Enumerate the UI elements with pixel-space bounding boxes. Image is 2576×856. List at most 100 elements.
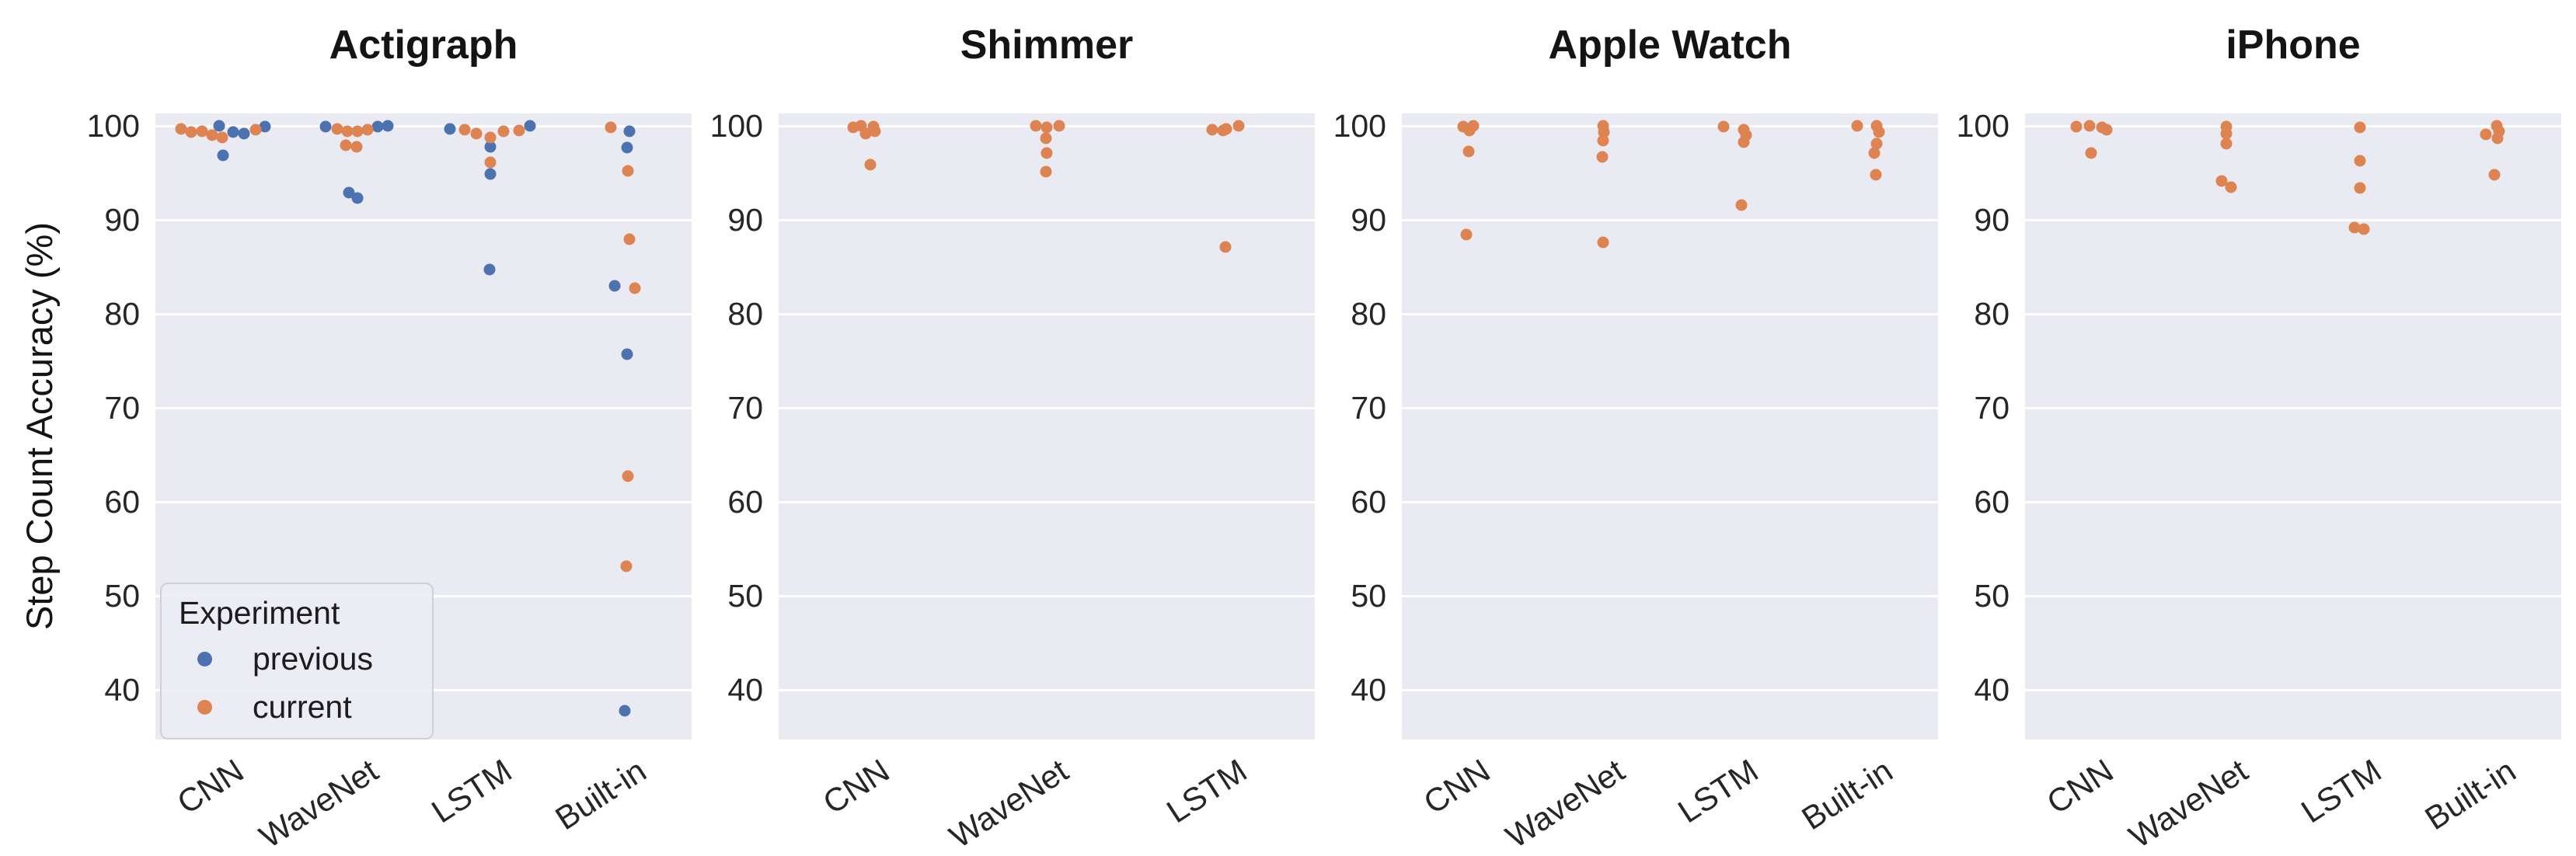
- legend-row-previous: previous: [179, 635, 420, 683]
- data-point-current: [2354, 182, 2366, 194]
- data-point-current: [605, 121, 617, 134]
- gridline-70: [779, 406, 1315, 409]
- y-tick-label-80: 80: [727, 296, 763, 332]
- y-tick-label-60: 60: [1974, 484, 2010, 520]
- data-point-current: [1040, 132, 1052, 144]
- x-tick-label-lstm: LSTM: [1671, 752, 1765, 830]
- data-point-current: [859, 127, 872, 140]
- data-point-current: [2491, 132, 2504, 144]
- data-point-current: [1040, 165, 1052, 178]
- x-tick-label-built-in: Built-in: [1795, 752, 1899, 837]
- data-point-current: [513, 124, 525, 137]
- gridline-40: [2025, 688, 2561, 691]
- gridline-100: [1402, 124, 1938, 127]
- y-tick-label-100: 100: [1956, 108, 2010, 144]
- data-point-previous: [484, 168, 497, 180]
- plot-area-shimmer: [779, 113, 1315, 739]
- data-point-current: [351, 125, 364, 137]
- gridline-100: [2025, 124, 2561, 127]
- data-point-current: [2358, 223, 2370, 235]
- data-point-current: [629, 282, 640, 294]
- gridline-50: [2025, 594, 2561, 597]
- data-point-previous: [621, 141, 633, 154]
- data-point-current: [622, 165, 634, 177]
- data-point-current: [341, 125, 354, 137]
- y-axis-label-text: Step Count Accuracy (%): [18, 222, 60, 631]
- data-point-current: [2354, 155, 2366, 167]
- data-point-previous: [213, 120, 225, 132]
- legend-label-current: current: [253, 688, 352, 725]
- gridline-40: [1402, 688, 1938, 691]
- gridline-70: [1402, 406, 1938, 409]
- data-point-current: [1868, 147, 1881, 159]
- y-tick-label-90: 90: [104, 202, 140, 238]
- y-tick-label-40: 40: [1974, 672, 2010, 708]
- y-tick-label-70: 70: [727, 390, 763, 426]
- current-marker-icon: [197, 699, 212, 715]
- legend-row-current: current: [179, 683, 420, 731]
- data-point-current: [2220, 127, 2233, 140]
- data-point-current: [1738, 136, 1750, 148]
- y-tick-label-70: 70: [1974, 390, 2010, 426]
- gridline-80: [2025, 312, 2561, 315]
- x-tick-label-wavenet: WaveNet: [943, 752, 1075, 855]
- data-point-previous: [483, 263, 496, 276]
- data-point-previous: [524, 120, 536, 132]
- x-tick-label-lstm: LSTM: [1160, 752, 1253, 830]
- data-point-current: [484, 156, 497, 169]
- y-tick-label-90: 90: [1974, 202, 2010, 238]
- data-point-previous: [351, 192, 364, 204]
- data-point-previous: [343, 186, 355, 199]
- data-point-current: [361, 124, 374, 136]
- gridline-70: [2025, 406, 2561, 409]
- gridline-60: [155, 500, 692, 503]
- panel-title-apple-watch: Apple Watch: [1548, 23, 1792, 68]
- data-point-current: [2083, 120, 2096, 132]
- y-tick-label-40: 40: [104, 672, 140, 708]
- y-tick-label-50: 50: [1351, 578, 1386, 614]
- data-point-previous: [238, 127, 249, 140]
- plot-area-iphone: [2025, 113, 2561, 739]
- data-point-current: [1217, 124, 1229, 137]
- data-point-previous: [619, 705, 631, 717]
- data-point-previous: [371, 120, 384, 133]
- x-tick-label-built-in: Built-in: [2418, 752, 2522, 837]
- y-tick-label-100: 100: [86, 108, 140, 144]
- plot-area-apple-watch: [1402, 113, 1938, 739]
- y-tick-label-90: 90: [1351, 202, 1386, 238]
- data-point-current: [1870, 137, 1883, 150]
- x-tick-label-wavenet: WaveNet: [2122, 752, 2254, 855]
- gridline-90: [779, 218, 1315, 221]
- data-point-current: [1462, 145, 1475, 158]
- gridline-100: [155, 124, 692, 127]
- y-tick-label-100: 100: [1333, 108, 1386, 144]
- data-point-current: [869, 125, 881, 137]
- x-tick-label-lstm: LSTM: [425, 752, 518, 830]
- data-point-current: [1206, 124, 1218, 136]
- x-tick-label-built-in: Built-in: [549, 752, 653, 837]
- x-tick-label-lstm: LSTM: [2295, 752, 2388, 830]
- data-point-current: [2085, 147, 2097, 159]
- y-tick-label-50: 50: [104, 578, 140, 614]
- data-point-current: [2488, 169, 2501, 181]
- data-point-current: [622, 470, 634, 482]
- legend-title: Experiment: [179, 595, 340, 631]
- gridline-80: [155, 312, 692, 315]
- y-tick-label-60: 60: [727, 484, 763, 520]
- data-point-current: [206, 129, 218, 141]
- data-point-current: [2100, 124, 2113, 136]
- y-tick-label-50: 50: [727, 578, 763, 614]
- data-point-current: [497, 125, 510, 137]
- data-point-current: [2070, 120, 2083, 133]
- gridline-40: [779, 688, 1315, 691]
- data-point-current: [340, 139, 352, 151]
- y-tick-label-90: 90: [727, 202, 763, 238]
- gridline-90: [2025, 218, 2561, 221]
- y-tick-label-40: 40: [1351, 672, 1386, 708]
- x-tick-label-cnn: CNN: [170, 752, 250, 821]
- data-point-current: [484, 131, 497, 144]
- data-point-current: [1851, 120, 1863, 132]
- y-tick-label-100: 100: [709, 108, 763, 144]
- data-point-previous: [621, 348, 633, 360]
- data-point-previous: [319, 120, 332, 133]
